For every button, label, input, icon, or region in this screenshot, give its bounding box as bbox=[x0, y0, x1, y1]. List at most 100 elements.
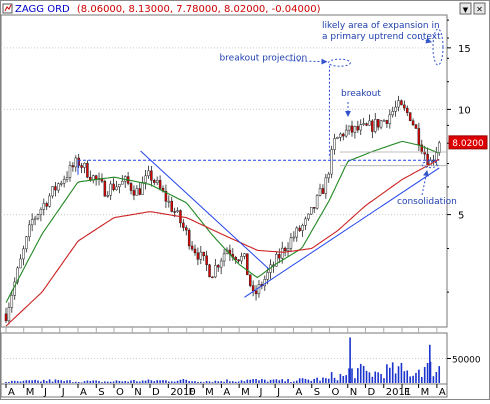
price-candle bbox=[333, 138, 336, 150]
price-candle bbox=[30, 219, 34, 226]
price-candle bbox=[54, 186, 57, 191]
price-candle bbox=[324, 177, 328, 194]
price-candle bbox=[164, 190, 168, 202]
price-candle bbox=[318, 188, 322, 196]
expansion-zone-marker bbox=[432, 28, 444, 66]
annotation-expansion-line1: likely area of expansion in bbox=[322, 21, 440, 31]
price-candle bbox=[330, 149, 333, 175]
price-candle bbox=[167, 200, 171, 203]
price-candle bbox=[408, 112, 412, 121]
price-candle bbox=[283, 247, 287, 251]
chart-type-icon bbox=[2, 3, 13, 14]
price-candle bbox=[339, 133, 342, 138]
time-tick-label: F bbox=[404, 387, 410, 398]
price-candle bbox=[129, 183, 133, 191]
trendline bbox=[244, 167, 440, 298]
annotation-expansion-line2: a primary uptrend context bbox=[322, 32, 441, 42]
price-candle bbox=[382, 120, 386, 122]
price-candle bbox=[33, 217, 37, 220]
price-candle bbox=[106, 195, 110, 197]
price-candle bbox=[121, 180, 124, 185]
price-candle bbox=[248, 274, 252, 286]
price-candle bbox=[185, 227, 188, 231]
breakout-projection-marker bbox=[327, 58, 351, 67]
price-candle bbox=[68, 165, 72, 178]
price-candle bbox=[222, 253, 226, 262]
price-candle bbox=[208, 264, 211, 278]
time-axis bbox=[0, 383, 448, 398]
price-candle bbox=[307, 213, 310, 220]
price-candle bbox=[202, 251, 205, 257]
title-bar: ZAGG ORD (8.06000, 8.13000, 7.78000, 8.0… bbox=[2, 2, 486, 15]
price-candle bbox=[170, 200, 173, 212]
price-candle bbox=[94, 175, 98, 180]
price-candle bbox=[176, 210, 179, 212]
quote-values: (8.06000, 8.13000, 7.78000, 8.02000, -0.… bbox=[77, 4, 321, 15]
short-term-moving-average bbox=[5, 140, 440, 303]
time-tick-label: J bbox=[276, 387, 280, 398]
price-plot bbox=[4, 95, 441, 327]
price-candle bbox=[153, 180, 156, 183]
close-icon: ✕ bbox=[476, 5, 483, 14]
price-candle bbox=[193, 248, 197, 254]
price-candle bbox=[7, 307, 11, 322]
price-candle bbox=[376, 119, 380, 128]
price-candle bbox=[147, 170, 150, 177]
price-candle bbox=[405, 107, 409, 113]
price-candle bbox=[217, 265, 220, 268]
time-tick-label: A bbox=[439, 387, 446, 398]
price-candle bbox=[86, 162, 89, 178]
price-candle bbox=[342, 133, 345, 137]
price-candle bbox=[22, 248, 25, 260]
price-candle bbox=[243, 253, 246, 257]
price-candle bbox=[246, 253, 249, 276]
svg-text:ZAGG ORD (8.06000, 8.1: ZAGG ORD (8.06000, 8.13000, 7.78000, 8.0… bbox=[15, 4, 321, 15]
price-candle bbox=[71, 165, 75, 168]
time-tick-label: M bbox=[421, 387, 430, 398]
price-candle bbox=[112, 183, 115, 191]
price-candle bbox=[150, 170, 153, 181]
time-tick-label: M bbox=[205, 387, 214, 398]
price-candle bbox=[118, 183, 121, 188]
price-candle bbox=[141, 182, 144, 195]
last-price-badge bbox=[448, 135, 488, 150]
time-tick-label: 2010 bbox=[170, 387, 195, 398]
price-candle bbox=[280, 247, 284, 259]
price-candle bbox=[80, 165, 83, 168]
price-candle bbox=[286, 248, 290, 251]
price-candle bbox=[292, 236, 296, 239]
time-tick-label: A bbox=[80, 387, 87, 398]
time-tick-label: J bbox=[61, 387, 65, 398]
price-candle bbox=[437, 142, 441, 153]
price-candle bbox=[368, 120, 371, 126]
price-candle bbox=[327, 173, 330, 179]
price-candle bbox=[59, 182, 63, 185]
price-candle bbox=[115, 186, 118, 191]
time-tick-label: A bbox=[295, 387, 302, 398]
volume-bars bbox=[5, 337, 441, 383]
price-candle bbox=[135, 188, 139, 196]
price-candle bbox=[19, 258, 22, 269]
price-candle bbox=[397, 100, 400, 108]
price-candle bbox=[28, 224, 31, 238]
consolidation-pointer bbox=[421, 170, 429, 196]
price-candle bbox=[336, 137, 339, 139]
price-candle bbox=[173, 211, 176, 213]
price-candle bbox=[74, 157, 78, 168]
time-tick-label: M bbox=[241, 387, 250, 398]
price-candle bbox=[379, 120, 383, 128]
chart-annotations: breakout projection breakout likely area o… bbox=[77, 21, 488, 207]
close-button[interactable]: ✕ bbox=[473, 2, 486, 15]
minimize-button[interactable]: ▼ bbox=[459, 2, 472, 15]
price-candle bbox=[39, 209, 43, 215]
price-tick-label: 15 bbox=[458, 44, 471, 55]
time-tick-label: N bbox=[350, 387, 357, 398]
price-candle bbox=[350, 125, 354, 133]
price-candle bbox=[275, 254, 278, 267]
volume-axis: 50000 bbox=[447, 356, 481, 366]
time-tick-label: S bbox=[98, 387, 104, 398]
price-candle bbox=[304, 218, 307, 226]
